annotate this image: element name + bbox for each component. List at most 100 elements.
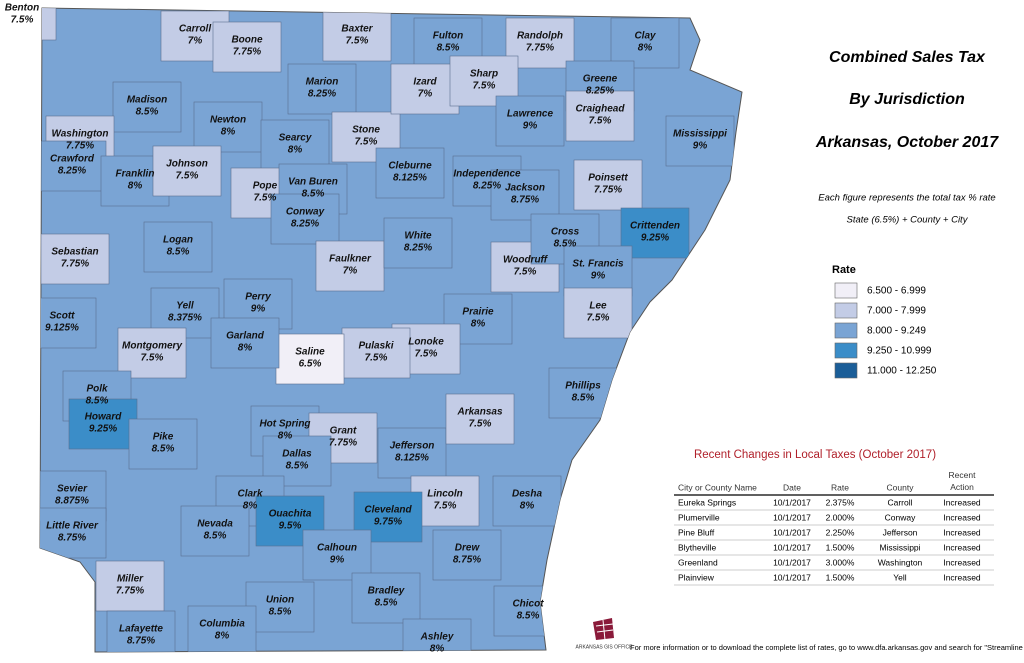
county	[610, 17, 680, 69]
table-cell: Plainview	[678, 572, 715, 582]
county-rate: 8.25%	[58, 166, 86, 177]
table-cell: Greenland	[678, 557, 718, 567]
table-cell: 10/1/2017	[773, 497, 811, 507]
county	[152, 145, 222, 197]
county-rate: 8.5%	[572, 393, 595, 404]
county-rate: 7%	[188, 36, 203, 47]
county-rate: 8.5%	[517, 611, 540, 622]
county-rate: 7.5%	[587, 313, 610, 324]
county-rate: 8.875%	[55, 496, 89, 507]
legend-swatch	[834, 362, 858, 379]
county-rate: 8.75%	[511, 195, 539, 206]
table-cell: Increased	[943, 527, 981, 537]
county-rate: 8.25%	[308, 89, 336, 100]
county-rate: 8%	[278, 431, 293, 442]
legend-label: 6.500 - 6.999	[867, 286, 926, 297]
county-rate: 8.5%	[286, 461, 309, 472]
county	[375, 147, 445, 199]
county-rate: 7.5%	[254, 193, 277, 204]
county-rate: 8%	[430, 644, 445, 655]
table-cell: 10/1/2017	[773, 557, 811, 567]
logo-line	[596, 629, 614, 633]
table-cell: Increased	[943, 497, 981, 507]
county-name: Scott	[50, 311, 76, 322]
county-name: Yell	[176, 301, 194, 312]
county-name: Saline	[295, 347, 325, 358]
county-rate: 7%	[418, 89, 433, 100]
county-name: Benton	[5, 3, 39, 14]
county	[315, 240, 385, 292]
title-line: By Jurisdiction	[849, 91, 965, 108]
county-rate: 7.5%	[176, 171, 199, 182]
legend-label: 8.000 - 9.249	[867, 326, 926, 337]
county-name: Madison	[127, 95, 168, 106]
county-name: Faulkner	[329, 254, 372, 265]
county	[128, 418, 198, 470]
logo-text: ARKANSAS GIS OFFICE	[576, 644, 634, 650]
column-header: Rate	[831, 482, 849, 492]
county-rate: 8%	[215, 631, 230, 642]
county-name: Lawrence	[507, 109, 554, 120]
table-cell: Conway	[885, 512, 916, 522]
county-rate: 7.5%	[346, 36, 369, 47]
county-name: Ouachita	[269, 509, 312, 520]
county	[180, 505, 250, 557]
county-name: Drew	[455, 543, 481, 554]
table-cell: 10/1/2017	[773, 542, 811, 552]
county-name: Cleveland	[364, 505, 412, 516]
table-cell: Increased	[943, 512, 981, 522]
county-rate: 9%	[251, 304, 266, 315]
county	[117, 327, 187, 379]
county-name: Van Buren	[288, 177, 338, 188]
county-rate: 7.75%	[594, 185, 622, 196]
county	[270, 193, 340, 245]
table-title: Recent Changes in Local Taxes (October 2…	[694, 449, 936, 461]
county-rate: 8.5%	[167, 247, 190, 258]
county-rate: 9.125%	[45, 323, 79, 334]
county-rate: 8.5%	[204, 531, 227, 542]
county	[410, 475, 480, 527]
table-cell: 3.000%	[826, 557, 855, 567]
county	[40, 507, 107, 559]
county-name: Independence	[453, 169, 521, 180]
table-cell: Jefferson	[883, 527, 918, 537]
county-rate: 8.75%	[127, 636, 155, 647]
county	[445, 393, 515, 445]
county-name: Pike	[153, 432, 174, 443]
county-name: Hot Spring	[259, 419, 310, 430]
county-name: Searcy	[279, 133, 312, 144]
county-rate: 8.75%	[58, 533, 86, 544]
county-name: Franklin	[116, 169, 155, 180]
county-rate: 8.5%	[302, 189, 325, 200]
county	[245, 581, 315, 633]
county-name: Craighead	[576, 104, 626, 115]
county	[112, 81, 182, 133]
county-name: Polk	[86, 384, 108, 395]
county-name: Crawford	[50, 154, 95, 165]
table-cell: Pine Bluff	[678, 527, 715, 537]
county-rate: 7.5%	[473, 81, 496, 92]
county-name: Lafayette	[119, 624, 163, 635]
county-name: Columbia	[199, 619, 245, 630]
county	[40, 140, 107, 192]
county-name: Pope	[253, 181, 278, 192]
county-name: Union	[266, 595, 294, 606]
logo: ARKANSAS GIS OFFICE	[576, 618, 634, 650]
table-cell: 2.250%	[826, 527, 855, 537]
county-name: Logan	[163, 235, 193, 246]
table-cell: Yell	[893, 572, 907, 582]
county-rate: 7.75%	[61, 259, 89, 270]
table-cell: Increased	[943, 542, 981, 552]
table-cell: 10/1/2017	[773, 572, 811, 582]
table-cell: Carroll	[887, 497, 912, 507]
county-name: Miller	[117, 574, 144, 585]
county-rate: 9%	[330, 555, 345, 566]
county-name: Ashley	[420, 632, 454, 643]
county-rate: 8.5%	[269, 607, 292, 618]
county-rate: 8.5%	[554, 239, 577, 250]
title-line: Combined Sales Tax	[829, 49, 986, 66]
county-rate: 8%	[638, 43, 653, 54]
county-rate: 9.75%	[374, 517, 402, 528]
